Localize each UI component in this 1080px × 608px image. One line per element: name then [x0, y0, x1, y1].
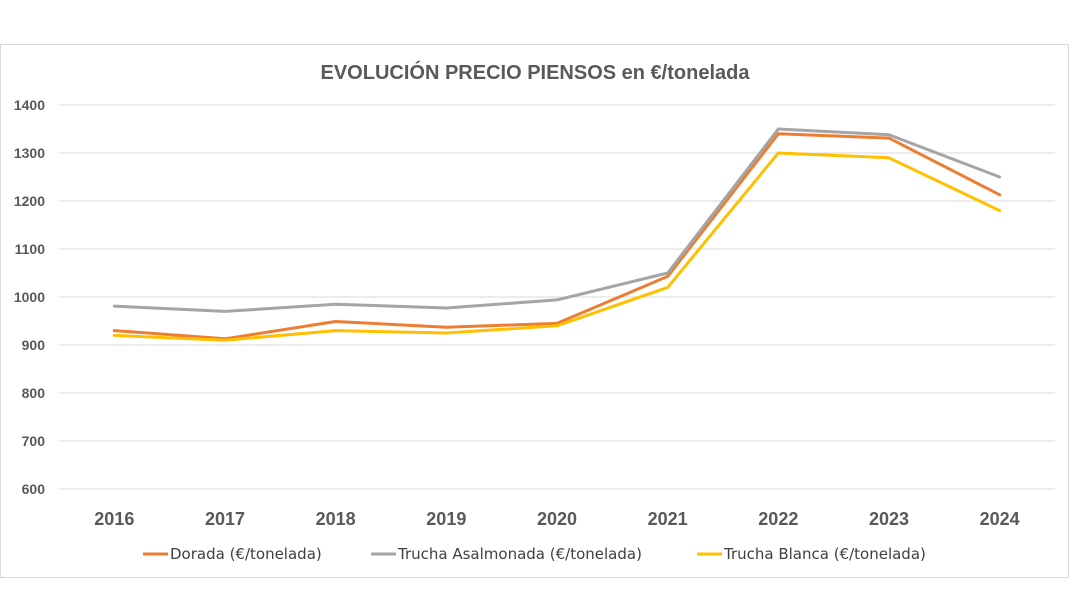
y-axis-ticks: 1400 1300 1200 1100 1000 900 800 700 600 [14, 97, 45, 497]
x-tick-label: 2020 [537, 509, 577, 529]
x-tick-label: 2023 [869, 509, 909, 529]
legend-label: Trucha Asalmonada (€/tonelada) [397, 545, 642, 563]
x-tick-label: 2019 [426, 509, 466, 529]
y-tick-label: 1400 [14, 97, 45, 113]
series-line-1 [112, 127, 1002, 313]
y-tick-label: 800 [22, 385, 46, 401]
series-line-2 [112, 151, 1002, 342]
x-tick-label: 2021 [648, 509, 688, 529]
x-axis-ticks: 2016 2017 2018 2019 2020 2021 2022 2023 2024 [94, 509, 1019, 529]
series-line-0 [112, 132, 1002, 341]
gridlines [59, 104, 1055, 490]
line-chart: EVOLUCIÓN PRECIO PIENSOS en €/tonelada 1… [14, 60, 1055, 563]
y-tick-label: 1000 [14, 289, 45, 305]
x-tick-label: 2016 [94, 509, 134, 529]
chart-title: EVOLUCIÓN PRECIO PIENSOS en €/tonelada [321, 60, 751, 84]
legend-label: Dorada (€/tonelada) [170, 545, 322, 563]
y-tick-label: 1300 [14, 145, 45, 161]
chart-container: EVOLUCIÓN PRECIO PIENSOS en €/tonelada 1… [0, 44, 1069, 578]
y-tick-label: 1100 [15, 241, 46, 257]
x-tick-label: 2017 [205, 509, 245, 529]
x-tick-label: 2018 [316, 509, 356, 529]
x-tick-label: 2024 [980, 509, 1020, 529]
y-tick-label: 700 [22, 433, 46, 449]
y-tick-label: 1200 [14, 193, 45, 209]
x-tick-label: 2022 [758, 509, 798, 529]
legend: Dorada (€/tonelada) Trucha Asalmonada (€/… [143, 545, 926, 563]
legend-label: Trucha Blanca (€/tonelada) [723, 545, 926, 563]
y-tick-label: 600 [22, 481, 46, 497]
series-lines [112, 127, 1002, 342]
y-tick-label: 900 [22, 337, 46, 353]
